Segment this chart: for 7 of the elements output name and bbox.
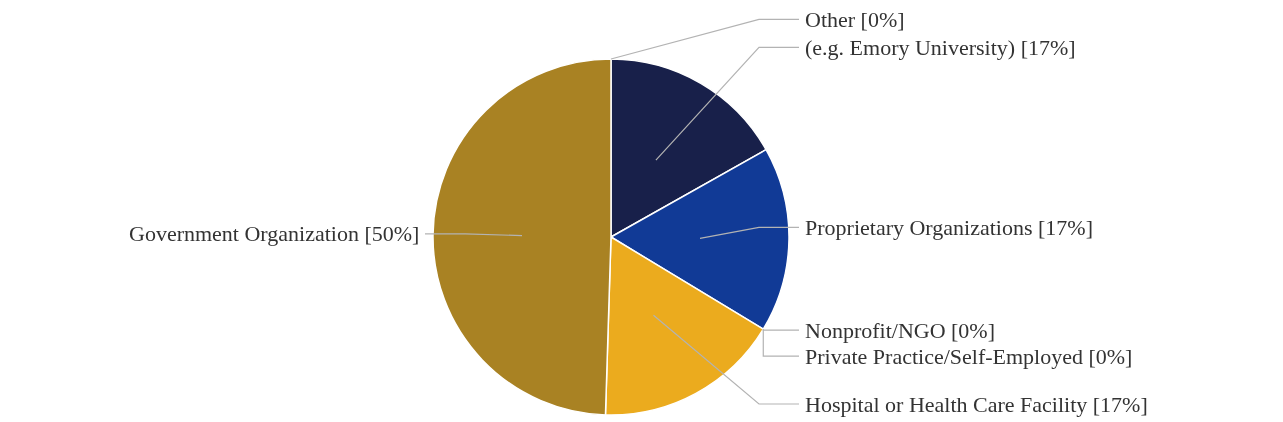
slice-label: Hospital or Health Care Facility [17%]	[805, 392, 1148, 417]
category-label: Other [0%]	[805, 7, 905, 32]
slice-label: Government Organization [50%]	[129, 221, 420, 246]
category-label: Private Practice/Self-Employed [0%]	[805, 344, 1133, 369]
legend-label: Nonprofit/NGO [0%]	[805, 318, 996, 343]
slice-label: (e.g. Emory University) [17%]	[805, 35, 1076, 60]
slice-label: Proprietary Organizations [17%]	[805, 215, 1093, 240]
